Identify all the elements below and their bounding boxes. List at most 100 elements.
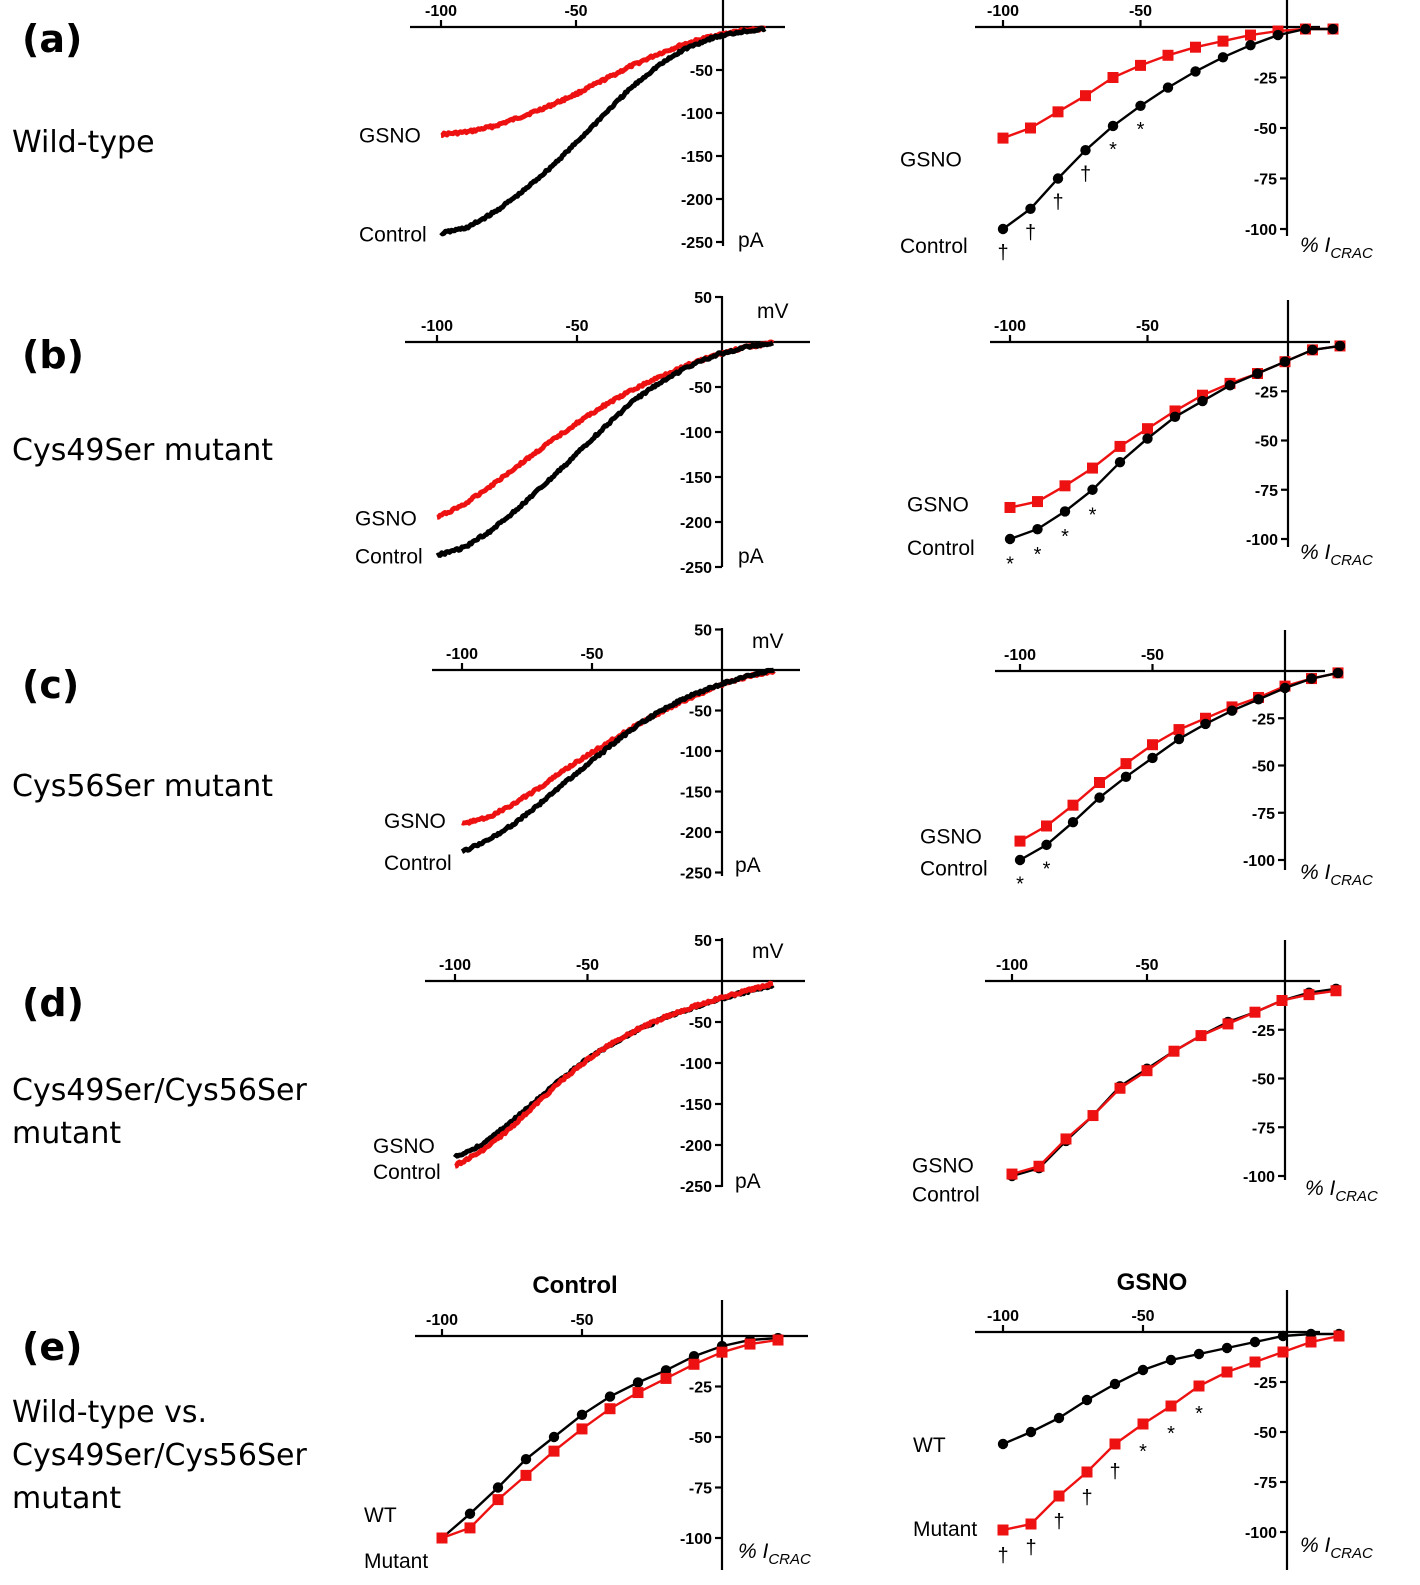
x-tick-label: -100 [1004,647,1036,664]
data-point [1222,1018,1234,1030]
chart-c-right: -100 -50 -25 -50 -75 -100 % ICRAC GSNO Control * * [920,630,1373,896]
data-point [1197,389,1208,401]
series-line [441,1336,779,1539]
data-point [604,1391,616,1402]
charts: -100 -50 -50 -100 -150 -200 -250 mV pA GSNO Contro… [355,0,1378,1573]
row-description-d: Cys49Ser/Cys56Ser [12,1073,307,1108]
y-tick-label: -25 [1254,1375,1277,1392]
data-point [548,1445,560,1457]
y-axis-unit-main: % I [738,1540,769,1563]
x-axis-unit: mV [760,0,792,5]
y-tick-label: -50 [1252,759,1275,776]
data-point [520,1454,532,1465]
y-tick-label: -200 [680,1138,712,1155]
data-point [1080,90,1091,102]
y-axis-unit: % ICRAC [1300,234,1373,262]
series-wt [436,1332,784,1544]
y-tick-label: 50 [694,933,712,950]
significance-marker: * [1137,119,1145,141]
series-label: Control [907,537,975,560]
data-point [997,132,1009,144]
data-point [1249,1006,1261,1018]
trace-line [460,668,776,826]
series-label: Control [384,852,452,875]
data-point [464,1508,476,1519]
y-tick-label: -75 [689,1481,712,1498]
data-point [1147,739,1158,751]
data-point [1004,533,1016,545]
data-point [1080,145,1091,156]
data-point [1190,66,1201,77]
series-label: Mutant [364,1550,428,1573]
y-tick-label: -50 [689,704,712,721]
trace-line [439,25,767,237]
data-point [1300,23,1311,35]
y-tick-label: -50 [1254,121,1277,138]
significance-marker: † [1025,222,1036,244]
series-gsno [454,980,774,1169]
x-tick-label: -50 [1135,957,1158,974]
y-tick-label: -100 [1245,222,1277,239]
x-axis-unit: mV [752,940,784,963]
data-point [464,1522,476,1534]
y-axis-unit: pA [738,229,764,252]
data-point [1193,1380,1205,1392]
data-point [1142,423,1153,435]
y-axis-unit: % ICRAC [1305,1177,1378,1205]
y-tick-label: -100 [681,106,713,123]
row-description-a: Wild-type [12,125,155,160]
series-label: Control [355,545,423,568]
series-label: GSNO [359,125,421,148]
data-point [1053,1490,1065,1502]
data-point [604,1403,616,1415]
y-tick-label: -25 [1254,71,1277,88]
data-point [1137,1418,1149,1430]
data-point [1226,705,1238,716]
data-point [1279,682,1291,694]
y-tick-label: -25 [689,1380,712,1397]
data-point [1032,496,1043,508]
series-label: Control [373,1161,441,1184]
y-axis-unit-main: % I [1300,234,1331,257]
row-description-e: Wild-type vs. [12,1395,207,1430]
data-point [1025,122,1036,134]
y-tick-label: -100 [1243,853,1275,870]
y-axis-unit: % ICRAC [1300,861,1373,889]
data-point [997,1438,1009,1450]
x-tick-label: -100 [426,1312,458,1329]
data-point [1067,799,1079,811]
y-tick-label: -100 [680,744,712,761]
data-point [1120,758,1132,770]
y-tick-label: -100 [1245,1525,1277,1542]
series-label: GSNO [373,1135,435,1158]
series-control [1006,983,1342,1182]
chart-d-right: -100 -50 -25 -50 -75 -100 % ICRAC GSNO Control [912,940,1378,1207]
series-label: Control [912,1184,980,1207]
data-point [492,1494,504,1506]
chart-a-right: -100 -50 -25 -50 -75 -100 % ICRAC GSNO Control † †… [900,0,1373,264]
y-tick-label: -200 [680,515,712,532]
data-point [1169,411,1181,423]
y-axis-unit: pA [735,1170,761,1193]
data-point [1217,52,1229,63]
y-tick-label: -75 [1252,1120,1275,1137]
series-label: GSNO [912,1154,974,1177]
series-label: Mutant [913,1518,977,1541]
data-point [1327,23,1339,35]
data-point [1330,985,1342,997]
significance-marker: † [1053,1511,1064,1533]
series-label: Control [359,223,427,246]
data-point [632,1377,644,1388]
y-axis-unit: % ICRAC [1300,1534,1373,1562]
chart-b-left: -100 -50 50 -50 -100 -150 -200 -250 mV pA GSNO Cont… [355,290,810,577]
data-point [1087,462,1098,474]
data-point [1217,35,1229,47]
x-tick-label: -100 [439,957,471,974]
y-tick-label: -50 [1254,1425,1277,1442]
x-tick-label: -50 [570,1312,593,1329]
data-point [1165,1354,1177,1366]
data-point [1114,440,1126,452]
data-point [1025,1518,1037,1530]
data-point [1224,380,1236,391]
data-point [997,223,1009,235]
